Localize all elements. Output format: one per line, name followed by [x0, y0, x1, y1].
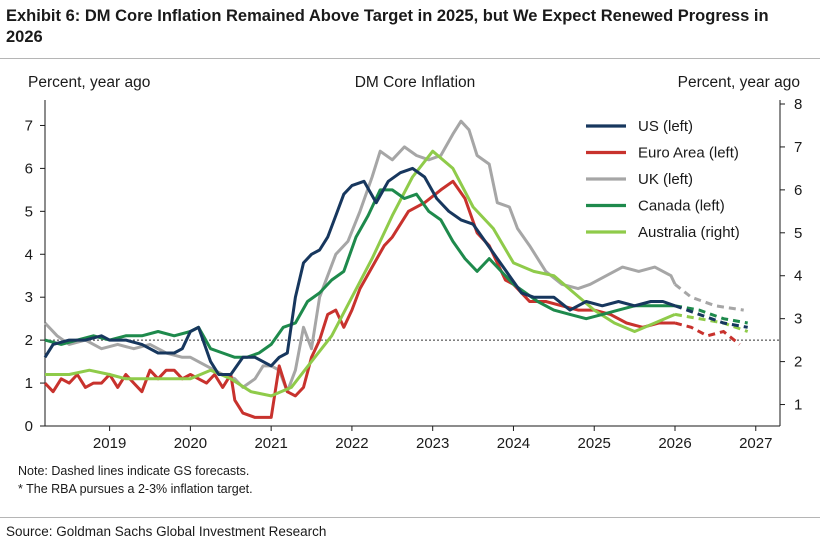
chart: Percent, year ago DM Core Inflation Perc…: [18, 74, 802, 496]
legend-label: UK (left): [638, 171, 693, 188]
left-tick-label: 5: [25, 203, 33, 220]
left-tick-label: 3: [25, 289, 33, 306]
x-tick-label: 2025: [578, 435, 611, 452]
series-layer: [43, 119, 749, 419]
x-tick-label: 2019: [93, 435, 126, 452]
right-tick-label: 3: [794, 311, 802, 328]
series-line-australia-right: [45, 149, 676, 398]
chart-title: DM Core Inflation: [355, 74, 476, 91]
right-tick-label: 2: [794, 354, 802, 371]
exhibit-title: Exhibit 6: DM Core Inflation Remained Ab…: [6, 7, 769, 46]
x-tick-label: 2023: [416, 435, 449, 452]
series-forecast-canada-left: [674, 304, 748, 325]
series-forecast-euro-area-left: [674, 321, 741, 346]
legend-label: US (left): [638, 118, 693, 135]
left-tick-label: 4: [25, 246, 33, 263]
right-tick-label: 4: [794, 268, 802, 285]
x-tick-label: 2022: [335, 435, 368, 452]
right-tick-label: 5: [794, 225, 802, 242]
bottom-divider: [0, 517, 820, 518]
top-divider: [0, 58, 820, 59]
right-tick-label: 7: [794, 139, 802, 156]
legend: US (left) Euro Area (left) UK (left) Canada…: [586, 118, 740, 241]
right-axis-label: Percent, year ago: [678, 74, 800, 91]
x-tick-label: 2024: [497, 435, 530, 452]
x-tick-label: 2027: [739, 435, 772, 452]
series-forecast-uk-left: [674, 283, 744, 312]
x-axis-ticks: 2019 2020 2021 2022 2023 2024 2025 2026 2027: [93, 426, 772, 452]
left-tick-label: 2: [25, 332, 33, 349]
x-tick-label: 2020: [174, 435, 207, 452]
right-axis-ticks: 1 2 3 4 5 6 7 8: [780, 96, 802, 414]
right-tick-label: 1: [794, 397, 802, 414]
series-line-canada-left: [44, 188, 675, 359]
source-line: Source: Goldman Sachs Global Investment …: [6, 524, 327, 539]
series-line-us-left: [43, 166, 676, 376]
left-tick-label: 7: [25, 117, 33, 134]
series-line-uk-left: [43, 119, 677, 394]
right-tick-label: 6: [794, 182, 802, 199]
series-forecast-australia-right: [674, 312, 749, 333]
plot-frame: [44, 100, 781, 427]
left-axis-label: Percent, year ago: [28, 74, 150, 91]
series-forecast-us-left: [674, 304, 748, 329]
left-axis-ticks: 0 1 2 3 4 5 6 7: [25, 117, 45, 435]
legend-label: Australia (right): [638, 224, 740, 241]
left-tick-label: 0: [25, 418, 33, 435]
note-forecast: Note: Dashed lines indicate GS forecasts…: [18, 464, 249, 478]
legend-label: Canada (left): [638, 198, 725, 215]
x-tick-label: 2021: [254, 435, 287, 452]
left-tick-label: 1: [25, 375, 33, 392]
legend-label: Euro Area (left): [638, 145, 739, 162]
x-tick-label: 2026: [658, 435, 691, 452]
left-tick-label: 6: [25, 160, 33, 177]
right-tick-label: 8: [794, 96, 802, 113]
note-rba-target: * The RBA pursues a 2-3% inflation targe…: [18, 482, 253, 496]
